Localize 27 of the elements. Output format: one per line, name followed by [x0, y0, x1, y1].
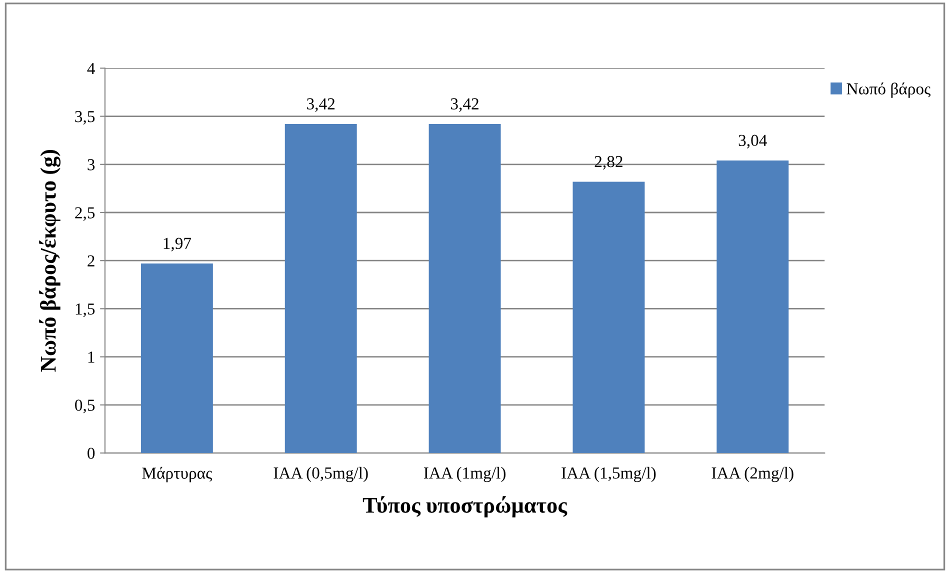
y-axis-title: Νωπό βάρος/έκφυτο (g)	[39, 150, 61, 372]
x-tick-label: IAA (2mg/l)	[712, 466, 794, 482]
bar	[572, 182, 645, 454]
y-tick-label: 3,5	[75, 111, 95, 125]
x-tick-label: IAA (0,5mg/l)	[274, 466, 368, 482]
data-label: 3,42	[451, 98, 478, 112]
legend-label: Νωπό βάρος	[846, 82, 930, 98]
bar	[716, 160, 789, 454]
y-tick-label: 2,5	[75, 207, 95, 221]
bar	[428, 124, 501, 454]
data-label: 3,04	[738, 134, 767, 148]
y-tick-label: 0,5	[75, 400, 95, 414]
x-tick-label: Μάρτυρας	[142, 466, 212, 482]
y-tick-label: 4	[87, 63, 95, 74]
data-label: 3,42	[307, 98, 335, 112]
bar	[284, 124, 357, 454]
y-tick-label: 0	[88, 448, 95, 459]
x-tick-label: IAA (1mg/l)	[424, 466, 506, 482]
data-label: 2,82	[594, 156, 622, 170]
data-label: 1,97	[164, 238, 192, 252]
y-tick-label: 1	[88, 352, 94, 363]
y-tick-label: 2	[88, 255, 94, 266]
x-axis-title: Τύπος υποστρώματος	[362, 496, 568, 518]
y-tick-label: 3	[88, 159, 95, 170]
y-tick-label: 1,5	[76, 303, 95, 318]
x-tick-label: IAA (1,5mg/l)	[562, 466, 656, 482]
bar	[140, 263, 213, 454]
